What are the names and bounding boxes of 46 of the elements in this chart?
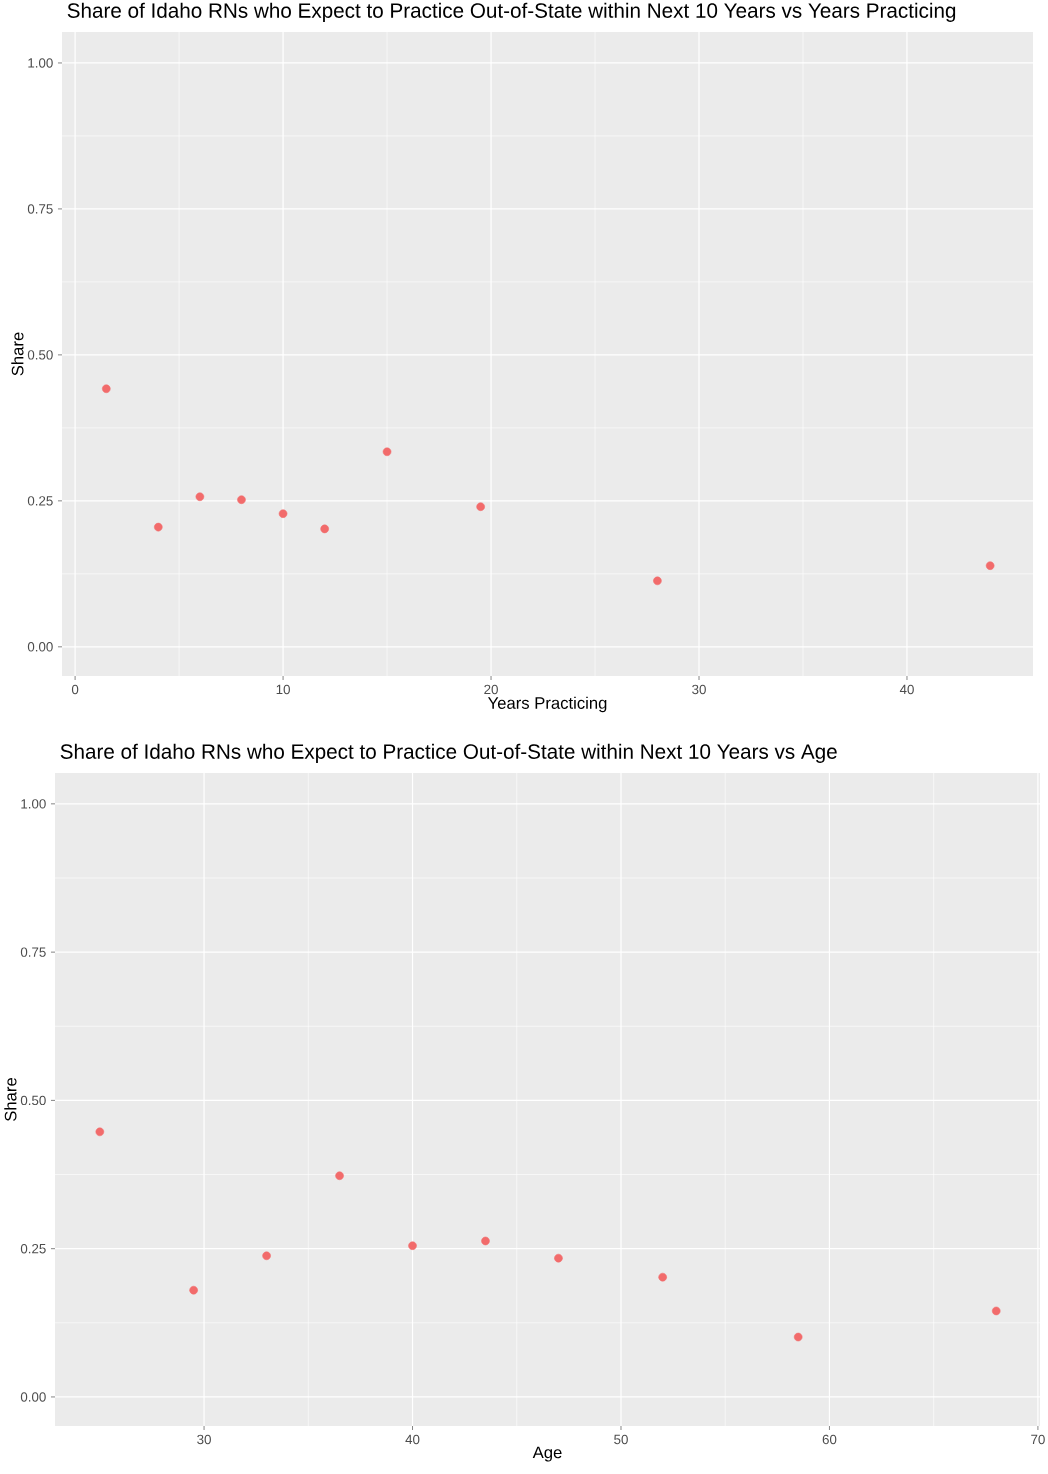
y-tick-label: 0.75 <box>20 947 46 957</box>
point <box>278 509 288 518</box>
y-tick-label: 0.25 <box>27 496 53 506</box>
point <box>554 1253 563 1263</box>
x-tick-label: 10 <box>276 684 290 695</box>
point <box>335 1171 344 1180</box>
x-tick-label: 40 <box>405 1434 420 1445</box>
x-tick-label: 0 <box>71 684 79 695</box>
point <box>991 1306 1001 1316</box>
x-axis-title: Years Practicing <box>487 696 607 713</box>
x-tick-label: 40 <box>899 684 914 695</box>
y-tick-label: 0.00 <box>20 1392 46 1402</box>
x-tick-label: 50 <box>614 1434 628 1445</box>
point <box>382 447 392 457</box>
point <box>476 502 485 511</box>
point <box>481 1236 490 1246</box>
y-axis-title: Share <box>4 1078 17 1121</box>
point <box>95 1127 105 1137</box>
point <box>195 492 205 502</box>
y-tick-label: 0.50 <box>20 1095 46 1106</box>
y-tick-label: 0.00 <box>27 642 53 652</box>
chart-title: Share of Idaho RNs who Expect to Practice Out-of-State within Next 10 Years vs Age <box>60 743 837 763</box>
point <box>262 1251 271 1261</box>
y-tick-label: 1.00 <box>28 58 53 68</box>
point <box>653 576 662 586</box>
point <box>154 522 163 532</box>
point <box>189 1285 198 1295</box>
x-tick-label: 30 <box>692 684 706 695</box>
y-axis-title: Share <box>11 332 24 376</box>
point <box>408 1241 417 1250</box>
point <box>320 524 329 534</box>
x-tick-label: 70 <box>1031 1434 1045 1445</box>
x-tick-label: 30 <box>197 1434 211 1445</box>
y-tick-label: 0.75 <box>27 204 53 214</box>
x-tick-label: 60 <box>822 1434 837 1445</box>
chart-title: Share of Idaho RNs who Expect to Practice Out-of-State within Next 10 Years vs Years Practicing <box>67 2 956 22</box>
y-tick-label: 1.00 <box>21 799 46 809</box>
point <box>102 384 111 394</box>
point <box>237 495 246 504</box>
point <box>985 561 995 570</box>
y-tick-label: 0.50 <box>27 350 53 360</box>
point <box>658 1272 667 1282</box>
point <box>793 1332 803 1342</box>
x-tick-label: 20 <box>484 684 498 695</box>
y-tick-label: 0.25 <box>20 1243 46 1254</box>
x-axis-title: Age <box>532 1446 562 1462</box>
